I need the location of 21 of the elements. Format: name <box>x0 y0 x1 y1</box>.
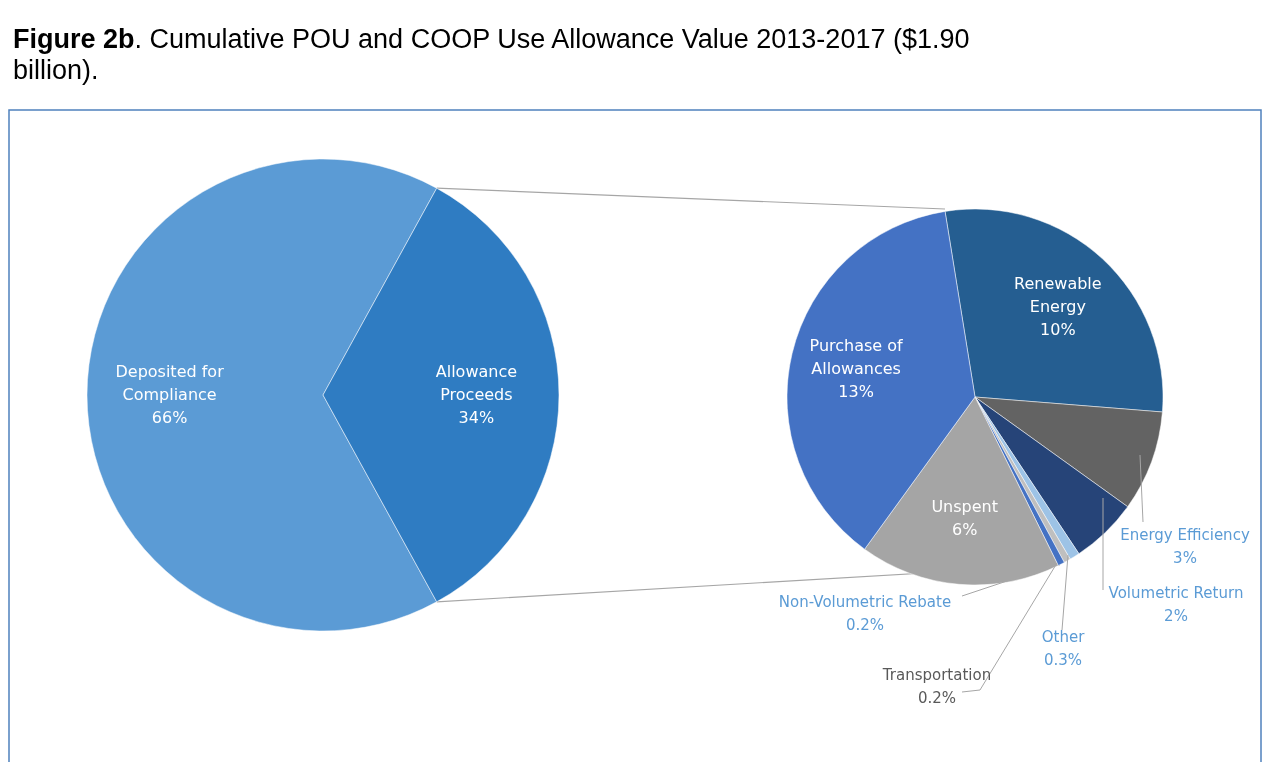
slice-label: Volumetric Return <box>1108 584 1244 602</box>
data-label: 3% <box>1173 549 1197 567</box>
data-label: 34% <box>458 408 495 427</box>
slice-label: Energy Efficiency <box>1120 526 1250 544</box>
data-label: 10% <box>1040 320 1076 340</box>
slice-label: Unspent <box>931 497 998 517</box>
data-label: 6% <box>952 520 978 540</box>
slice-label: Deposited for Compliance <box>115 362 225 404</box>
slice-label: Transportation <box>881 666 992 684</box>
slice-label: Other <box>1041 628 1086 646</box>
data-label: 66% <box>151 408 188 427</box>
chart-title: Figure 2b. Cumulative POU and COOP Use Allowance Value 2013-2017 ($1.90 billion). <box>13 24 970 85</box>
slice-label: Non-Volumetric Rebate <box>778 593 952 611</box>
data-label: 0.2% <box>845 616 885 634</box>
data-label: 13% <box>838 381 874 401</box>
data-label: 2% <box>1164 607 1188 625</box>
slice-label: Purchase of Allowances <box>809 335 904 378</box>
slice-label: Renewable Energy <box>1014 274 1102 317</box>
slice-label: Allowance Proceeds <box>435 362 518 404</box>
data-label: 0.3% <box>1043 651 1083 669</box>
data-label: 0.2% <box>917 689 957 707</box>
